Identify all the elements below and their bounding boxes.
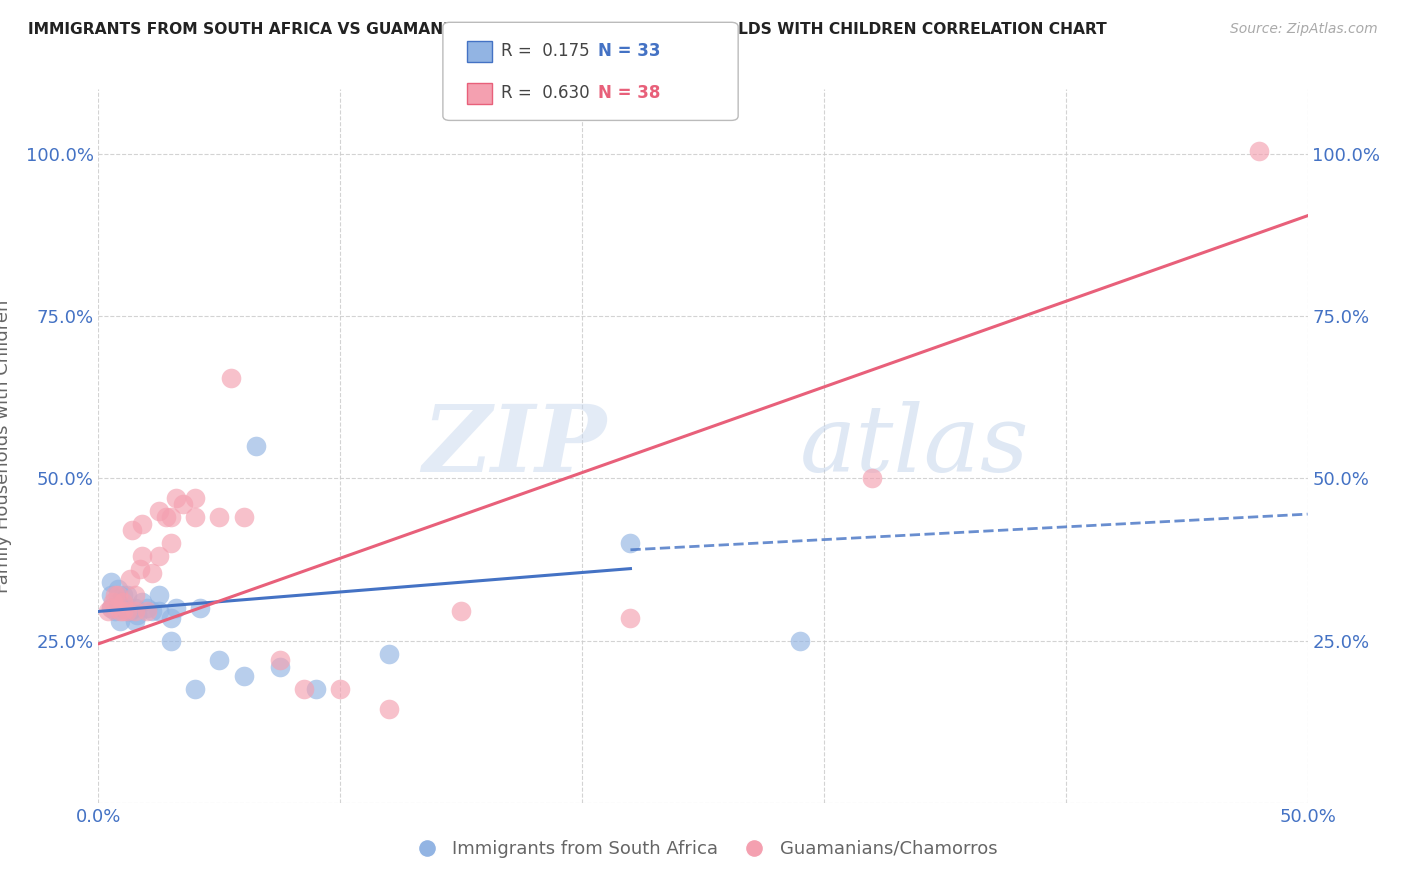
Point: [269, 653, 291, 667]
Point: [121, 524, 143, 538]
Text: Source: ZipAtlas.com: Source: ZipAtlas.com: [1230, 22, 1378, 37]
Point: [100, 575, 122, 590]
Point: [292, 682, 315, 697]
Point: [208, 653, 231, 667]
Point: [135, 604, 157, 618]
Point: [108, 614, 131, 628]
Point: [100, 601, 122, 615]
Text: ZIP: ZIP: [422, 401, 606, 491]
Point: [188, 601, 211, 615]
Point: [117, 604, 139, 618]
Point: [131, 549, 153, 564]
Text: R =  0.175: R = 0.175: [501, 42, 589, 60]
Point: [245, 439, 267, 453]
Point: [860, 471, 883, 485]
Point: [117, 588, 139, 602]
Point: [124, 604, 146, 618]
Point: [100, 588, 122, 602]
Point: [135, 601, 157, 615]
Point: [269, 659, 291, 673]
Point: [148, 504, 170, 518]
Point: [155, 510, 177, 524]
Point: [165, 601, 187, 615]
Point: [124, 588, 146, 602]
Text: N = 38: N = 38: [598, 84, 659, 102]
Point: [232, 669, 254, 683]
Point: [104, 588, 127, 602]
Point: [111, 595, 134, 609]
Point: [221, 371, 243, 385]
Point: [111, 604, 134, 618]
Point: [232, 510, 254, 524]
Text: atlas: atlas: [800, 401, 1029, 491]
Point: [100, 601, 122, 615]
Point: [148, 604, 170, 618]
Point: [329, 682, 352, 697]
Point: [184, 510, 207, 524]
Point: [101, 595, 124, 609]
Point: [124, 614, 146, 628]
Point: [111, 601, 134, 615]
Point: [131, 516, 153, 531]
Point: [160, 510, 183, 524]
Text: R =  0.630: R = 0.630: [501, 84, 589, 102]
Point: [160, 611, 183, 625]
Point: [141, 566, 163, 580]
Point: [108, 604, 131, 618]
Point: [619, 611, 641, 625]
Point: [789, 633, 811, 648]
Point: [377, 647, 399, 661]
Point: [124, 601, 146, 615]
Point: [104, 604, 127, 618]
Point: [160, 633, 183, 648]
Point: [97, 604, 120, 618]
Point: [165, 491, 187, 505]
Point: [160, 536, 183, 550]
Point: [118, 604, 141, 618]
Point: [208, 510, 231, 524]
Point: [450, 604, 472, 618]
Point: [107, 595, 129, 609]
Point: [117, 604, 139, 618]
Legend: Immigrants from South Africa, Guamanians/Chamorros: Immigrants from South Africa, Guamanians…: [402, 833, 1004, 865]
Point: [107, 582, 129, 596]
Point: [184, 491, 207, 505]
Point: [377, 702, 399, 716]
Point: [619, 536, 641, 550]
Y-axis label: Family Households with Children: Family Households with Children: [0, 300, 11, 592]
Text: N = 33: N = 33: [598, 42, 659, 60]
Point: [107, 588, 129, 602]
Point: [127, 607, 149, 622]
Point: [1249, 144, 1271, 158]
Point: [111, 588, 134, 602]
Point: [172, 497, 194, 511]
Point: [148, 588, 170, 602]
Point: [305, 682, 328, 697]
Point: [128, 562, 150, 576]
Point: [131, 595, 153, 609]
Point: [148, 549, 170, 564]
Text: IMMIGRANTS FROM SOUTH AFRICA VS GUAMANIAN/CHAMORRO FAMILY HOUSEHOLDS WITH CHILDR: IMMIGRANTS FROM SOUTH AFRICA VS GUAMANIA…: [28, 22, 1107, 37]
Point: [118, 572, 141, 586]
Point: [141, 604, 163, 618]
Point: [184, 682, 207, 697]
